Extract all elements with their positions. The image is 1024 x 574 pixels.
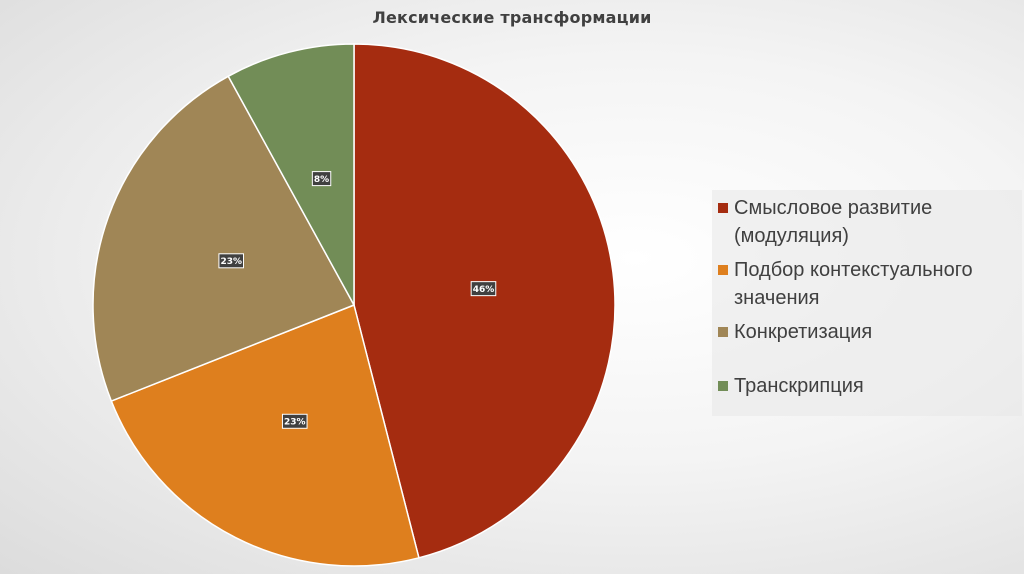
legend-item-modulation: Смысловое развитие (модуляция) — [718, 194, 1016, 250]
chart-title: Лексические трансформации — [372, 8, 652, 27]
pie-data-label-modulation: 46% — [470, 281, 497, 297]
legend-label-transcription: Транскрипция — [734, 375, 864, 397]
pie-data-label-text-concretization: 23% — [220, 257, 242, 267]
pie-data-label-concretization: 23% — [218, 253, 245, 269]
legend: Смысловое развитие (модуляция) Подбор ко… — [712, 190, 1022, 416]
legend-swatch-transcription — [718, 381, 728, 391]
pie-data-label-text-context-meaning: 23% — [284, 417, 306, 427]
legend-label-context-meaning: Подбор контекстуального значения — [734, 259, 973, 309]
legend-label-concretization: Конкретизация — [734, 321, 873, 343]
pie-slice-context-meaning — [110, 303, 420, 567]
legend-item-concretization: Конкретизация — [718, 318, 1016, 346]
legend-swatch-concretization — [718, 327, 728, 337]
pie-data-label-transcription: 8% — [311, 171, 332, 187]
pie-data-label-text-transcription: 8% — [314, 175, 329, 185]
legend-swatch-context-meaning — [718, 265, 728, 275]
pie-slice-transcription — [227, 43, 355, 306]
legend-item-context-meaning: Подбор контекстуального значения — [718, 256, 1016, 312]
pie-data-label-box-transcription — [311, 171, 332, 187]
pie-data-label-text-modulation: 46% — [473, 285, 495, 295]
pie-data-label-box-modulation — [470, 281, 497, 297]
pie-data-label-context-meaning: 23% — [281, 413, 308, 429]
legend-label-modulation: Смысловое развитие (модуляция) — [734, 197, 933, 247]
pie-data-label-box-concretization — [218, 253, 245, 269]
pie-data-label-box-context-meaning — [281, 413, 308, 429]
legend-item-transcription: Транскрипция — [718, 372, 1016, 400]
pie-slice-concretization — [92, 75, 356, 403]
pie-slice-modulation — [353, 43, 616, 559]
legend-swatch-modulation — [718, 203, 728, 213]
